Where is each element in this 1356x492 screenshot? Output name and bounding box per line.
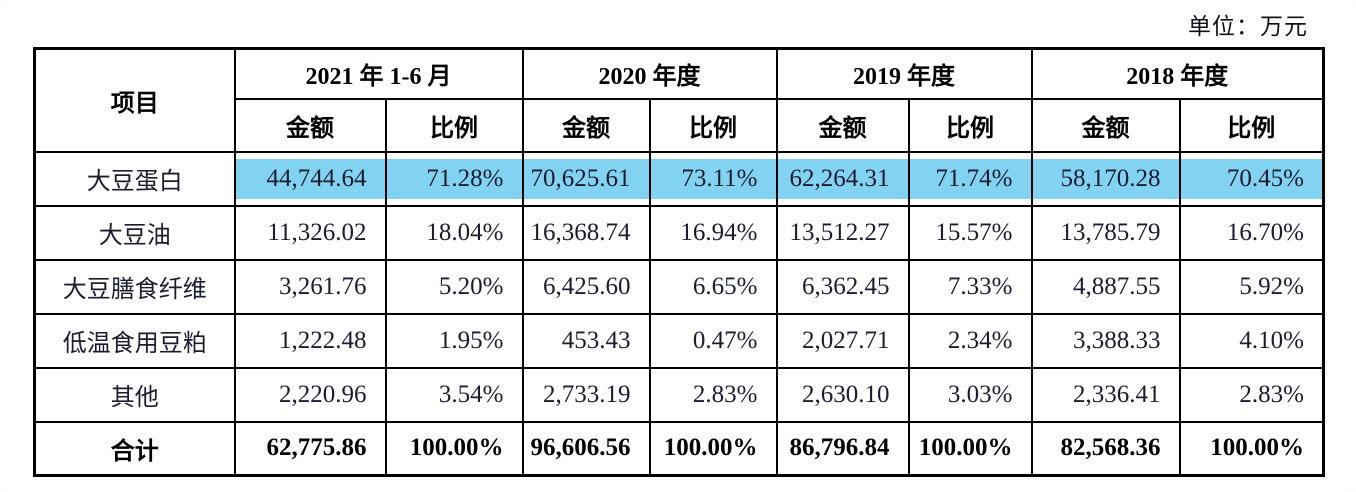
amount-cell: 58,170.28 xyxy=(1030,150,1181,207)
row-label: 低温食用豆粕 xyxy=(33,312,236,369)
ratio-cell: 100.00% xyxy=(907,420,1033,477)
header-cell-ratio-2019: 比例 xyxy=(907,97,1033,153)
amount-cell: 96,606.56 xyxy=(521,420,651,477)
header-cell-period-2021: 2021 年 1-6 月 xyxy=(233,47,524,100)
row-label: 合计 xyxy=(33,420,236,477)
ratio-cell: 16.94% xyxy=(648,204,778,261)
ratio-cell: 100.00% xyxy=(1178,420,1325,477)
table-row-soy-protein: 大豆蛋白 44,744.64 71.28% 70,625.61 73.11% 6… xyxy=(33,150,1325,207)
amount-cell: 2,630.10 xyxy=(775,366,910,423)
amount-cell: 44,744.64 xyxy=(233,150,387,207)
ratio-cell: 0.47% xyxy=(648,312,778,369)
amount-cell: 453.43 xyxy=(521,312,651,369)
amount-cell: 16,368.74 xyxy=(521,204,651,261)
ratio-cell: 16.70% xyxy=(1178,204,1325,261)
amount-cell: 11,326.02 xyxy=(233,204,387,261)
header-cell-ratio-2020: 比例 xyxy=(648,97,778,153)
ratio-cell: 4.10% xyxy=(1178,312,1325,369)
ratio-cell: 71.28% xyxy=(384,150,524,207)
table-row-other: 其他 2,220.96 3.54% 2,733.19 2.83% 2,630.1… xyxy=(33,366,1325,423)
header-cell-amount-2019: 金额 xyxy=(775,97,910,153)
row-label: 大豆蛋白 xyxy=(33,150,236,207)
ratio-cell: 73.11% xyxy=(648,150,778,207)
ratio-cell: 3.54% xyxy=(384,366,524,423)
ratio-cell: 1.95% xyxy=(384,312,524,369)
ratio-cell: 3.03% xyxy=(907,366,1033,423)
ratio-cell: 6.65% xyxy=(648,258,778,315)
ratio-cell: 18.04% xyxy=(384,204,524,261)
amount-cell: 1,222.48 xyxy=(233,312,387,369)
ratio-cell: 2.83% xyxy=(1178,366,1325,423)
amount-cell: 2,220.96 xyxy=(233,366,387,423)
amount-cell: 6,425.60 xyxy=(521,258,651,315)
amount-cell: 82,568.36 xyxy=(1030,420,1181,477)
amount-cell: 6,362.45 xyxy=(775,258,910,315)
ratio-cell: 2.83% xyxy=(648,366,778,423)
amount-cell: 2,336.41 xyxy=(1030,366,1181,423)
ratio-cell: 100.00% xyxy=(384,420,524,477)
amount-cell: 2,027.71 xyxy=(775,312,910,369)
ratio-cell: 5.20% xyxy=(384,258,524,315)
table-row-soy-oil: 大豆油 11,326.02 18.04% 16,368.74 16.94% 13… xyxy=(33,204,1325,261)
ratio-cell: 5.92% xyxy=(1178,258,1325,315)
amount-cell: 62,775.86 xyxy=(233,420,387,477)
header-cell-amount-2020: 金额 xyxy=(521,97,651,153)
header-cell-item: 项目 xyxy=(33,47,236,153)
table-row-low-temp-soybean-meal: 低温食用豆粕 1,222.48 1.95% 453.43 0.47% 2,027… xyxy=(33,312,1325,369)
row-label: 大豆油 xyxy=(33,204,236,261)
unit-label: 单位：万元 xyxy=(1188,14,1308,39)
ratio-cell: 100.00% xyxy=(648,420,778,477)
ratio-cell: 70.45% xyxy=(1178,150,1325,207)
amount-cell: 4,887.55 xyxy=(1030,258,1181,315)
header-cell-amount-2021: 金额 xyxy=(233,97,387,153)
ratio-cell: 2.34% xyxy=(907,312,1033,369)
revenue-breakdown-table: 项目 2021 年 1-6 月 2020 年度 2019 年度 2018 年度 … xyxy=(33,47,1325,477)
row-label: 大豆膳食纤维 xyxy=(33,258,236,315)
table-row-total: 合计 62,775.86 100.00% 96,606.56 100.00% 8… xyxy=(33,420,1325,477)
ratio-cell: 71.74% xyxy=(907,150,1033,207)
amount-cell: 3,388.33 xyxy=(1030,312,1181,369)
amount-cell: 13,785.79 xyxy=(1030,204,1181,261)
amount-cell: 86,796.84 xyxy=(775,420,910,477)
amount-cell: 70,625.61 xyxy=(521,150,651,207)
header-cell-amount-2018: 金额 xyxy=(1030,97,1181,153)
amount-cell: 13,512.27 xyxy=(775,204,910,261)
header-cell-period-2018: 2018 年度 xyxy=(1030,47,1325,100)
header-cell-period-2019: 2019 年度 xyxy=(775,47,1033,100)
amount-cell: 62,264.31 xyxy=(775,150,910,207)
amount-cell: 2,733.19 xyxy=(521,366,651,423)
header-cell-ratio-2018: 比例 xyxy=(1178,97,1325,153)
ratio-cell: 15.57% xyxy=(907,204,1033,261)
amount-cell: 3,261.76 xyxy=(233,258,387,315)
table-row-soy-dietary-fiber: 大豆膳食纤维 3,261.76 5.20% 6,425.60 6.65% 6,3… xyxy=(33,258,1325,315)
ratio-cell: 7.33% xyxy=(907,258,1033,315)
header-cell-ratio-2021: 比例 xyxy=(384,97,524,153)
row-label: 其他 xyxy=(33,366,236,423)
header-cell-period-2020: 2020 年度 xyxy=(521,47,778,100)
